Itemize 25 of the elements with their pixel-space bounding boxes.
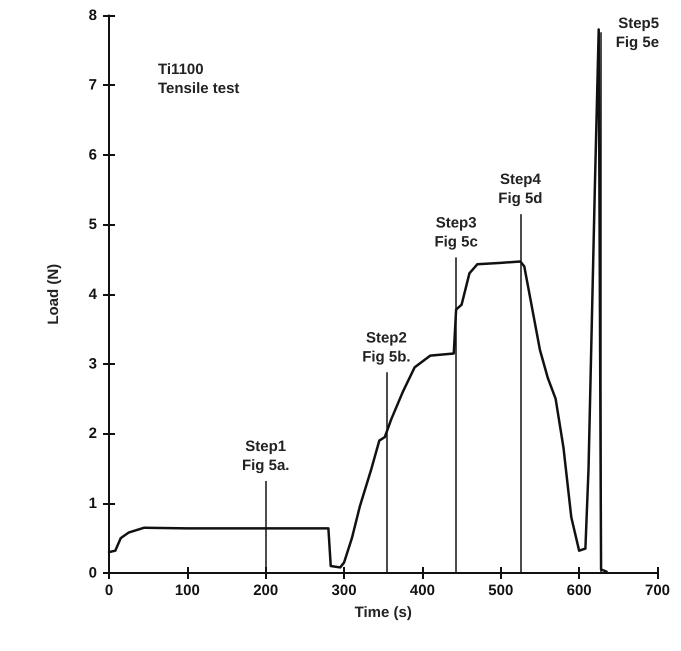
y-tick-label: 0: [88, 564, 97, 582]
x-tick-label: 100: [174, 582, 200, 599]
y-tick-label: 4: [88, 286, 98, 303]
ref-line-label: Step4 Fig 5d: [498, 171, 542, 208]
y-tick-label: 8: [88, 7, 97, 24]
y-tick-label: 2: [88, 425, 97, 442]
ref-line-label: Step1 Fig 5a.: [242, 438, 290, 474]
ref-line-label: Step2 Fig 5b.: [362, 329, 411, 366]
x-tick-label: 200: [253, 582, 278, 599]
x-tick-label: 500: [488, 582, 514, 599]
y-tick-label: 7: [88, 76, 97, 94]
x-tick-label: 700: [644, 582, 670, 599]
y-tick-label: 1: [88, 494, 97, 512]
ref-line-label: Step3 Fig 5c: [434, 214, 478, 250]
y-axis-title: Load (N): [45, 264, 62, 325]
ref-line-label: Step5 Fig 5e: [616, 15, 660, 52]
annotation: Ti1100 Tensile test: [158, 61, 240, 97]
y-tick-label: 5: [88, 216, 97, 234]
x-tick-label: 0: [104, 582, 114, 599]
x-tick-label: 400: [410, 582, 435, 599]
x-axis-title: Time (s): [354, 604, 412, 621]
x-tick-label: 300: [332, 582, 357, 599]
y-tick-label: 3: [88, 355, 97, 372]
x-tick-label: 600: [566, 582, 592, 599]
y-tick-label: 6: [88, 146, 97, 164]
